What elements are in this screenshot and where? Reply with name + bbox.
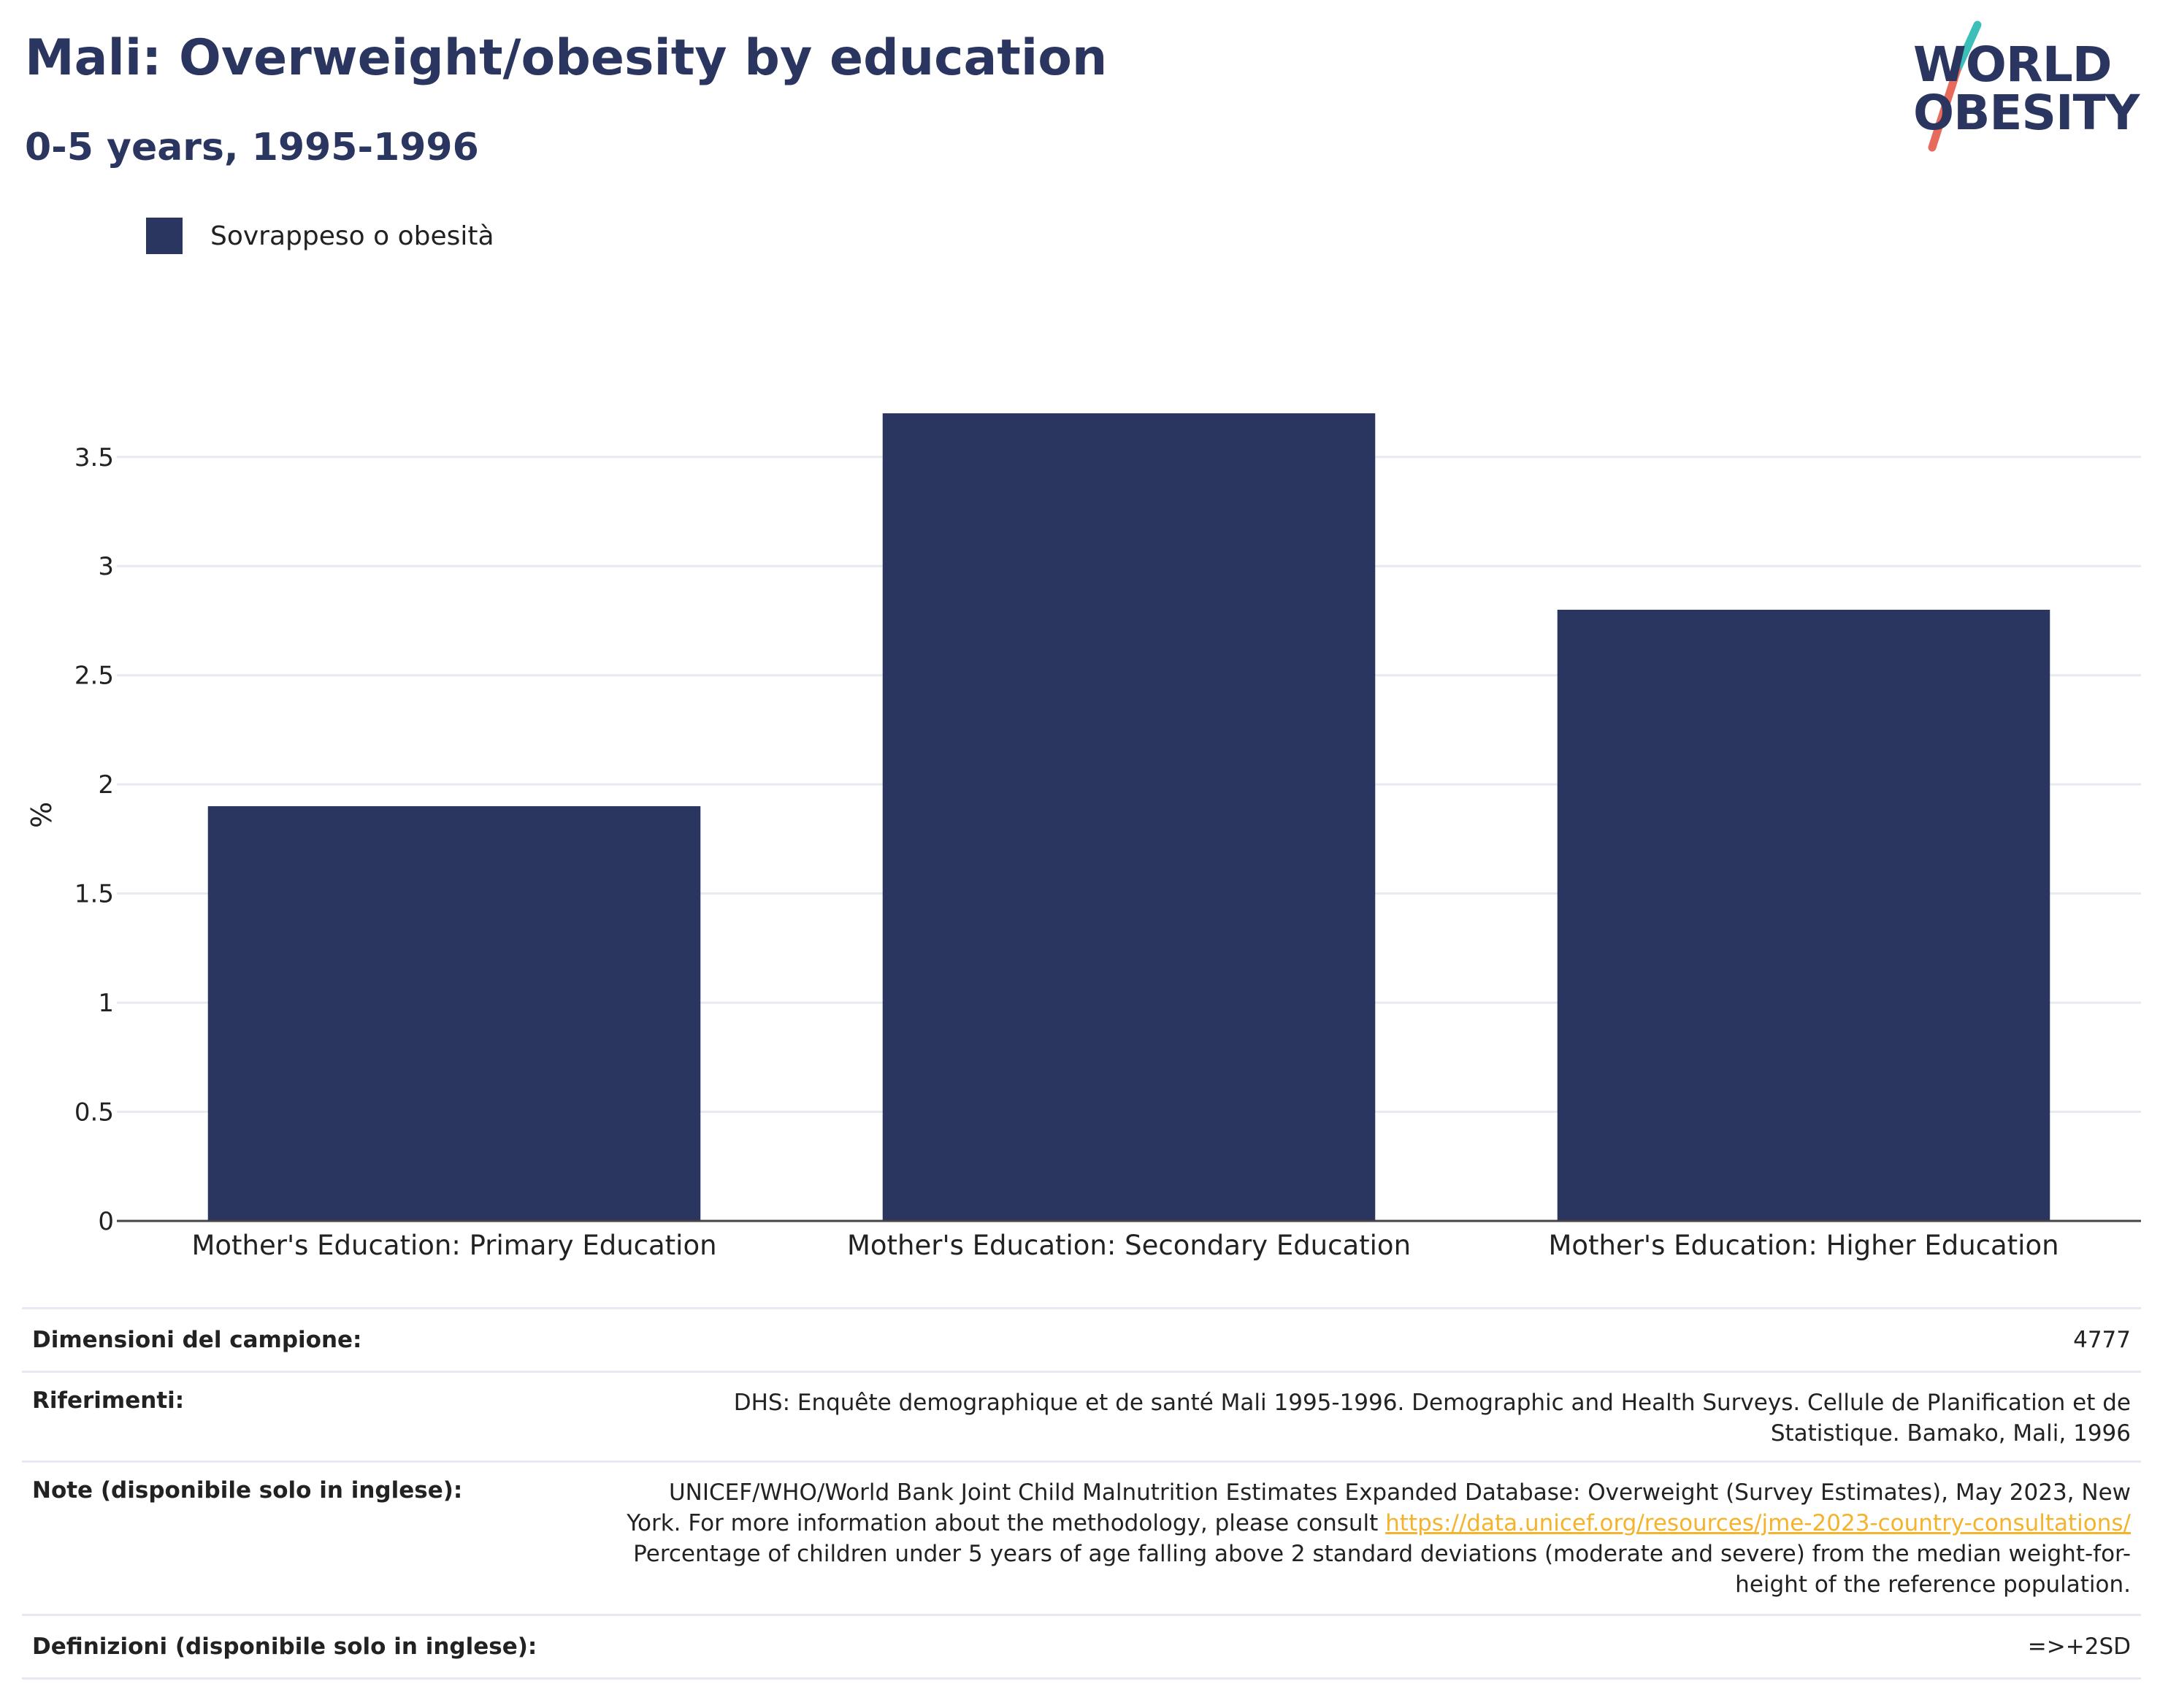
x-tick-label: Mother's Education: Secondary Education bbox=[847, 1230, 1411, 1261]
bar bbox=[882, 413, 1376, 1221]
y-tick-label: 0.5 bbox=[74, 1098, 114, 1127]
notes-row: Note (disponibile solo in inglese): UNIC… bbox=[22, 1461, 2141, 1616]
logo-slash-icon bbox=[1928, 20, 1982, 152]
world-obesity-logo[interactable]: WORLD OBESITY bbox=[1899, 19, 2147, 153]
x-tick-label: Mother's Education: Primary Education bbox=[191, 1230, 716, 1261]
y-tick-label: 0 bbox=[98, 1207, 114, 1236]
metadata-table: Dimensioni del campione: 4777 Riferiment… bbox=[22, 1307, 2141, 1680]
legend-label: Sovrappeso o obesità bbox=[210, 221, 494, 251]
y-tick-label: 1.5 bbox=[74, 880, 114, 909]
definitions-row: Definizioni (disponibile solo in inglese… bbox=[22, 1615, 2141, 1680]
logo-word-world: WORLD bbox=[1913, 37, 2113, 93]
bar bbox=[1557, 610, 2050, 1221]
notes-definition-text: Percentage of children under 5 years of … bbox=[633, 1541, 2131, 1598]
chart-title: Mali: Overweight/obesity by education bbox=[25, 29, 1108, 87]
notes-value: UNICEF/WHO/World Bank Joint Child Malnut… bbox=[612, 1461, 2141, 1616]
y-tick-label: 3.5 bbox=[74, 443, 114, 472]
x-tick-label: Mother's Education: Higher Education bbox=[1548, 1230, 2058, 1261]
references-value: DHS: Enquête demographique et de santé M… bbox=[612, 1371, 2141, 1463]
bar-chart: 0 0.5 1 1.5 2 2.5 3 3.5% Mother's Education: Pri… bbox=[26, 413, 2141, 1261]
notes-text: UNICEF/WHO/World Bank Joint Child Malnut… bbox=[627, 1479, 2131, 1536]
chart-subtitle: 0-5 years, 1995-1996 bbox=[25, 126, 479, 169]
sample-size-row: Dimensioni del campione: 4777 bbox=[22, 1307, 2141, 1373]
definitions-label: Definizioni (disponibile solo in inglese… bbox=[22, 1615, 612, 1680]
logo-word-obesity: OBESITY bbox=[1913, 85, 2140, 141]
y-tick-label: 2.5 bbox=[74, 662, 114, 691]
y-tick-label: 2 bbox=[98, 770, 114, 800]
bar bbox=[207, 806, 701, 1221]
notes-label: Note (disponibile solo in inglese): bbox=[22, 1461, 612, 1616]
y-tick-label: 3 bbox=[98, 552, 114, 581]
jme-consultations-link[interactable]: https://data.unicef.org/resources/jme-20… bbox=[1385, 1510, 2131, 1536]
legend-swatch bbox=[146, 218, 183, 254]
references-row: Riferimenti: DHS: Enquête demographique … bbox=[22, 1371, 2141, 1463]
definitions-value: =>+2SD bbox=[612, 1615, 2141, 1680]
references-label: Riferimenti: bbox=[22, 1371, 612, 1463]
y-tick-label: 1 bbox=[98, 989, 114, 1018]
sample-size-label: Dimensioni del campione: bbox=[22, 1307, 612, 1373]
y-axis-label: % bbox=[26, 802, 58, 828]
legend: Sovrappeso o obesità bbox=[146, 218, 494, 254]
sample-size-value: 4777 bbox=[612, 1307, 2141, 1373]
